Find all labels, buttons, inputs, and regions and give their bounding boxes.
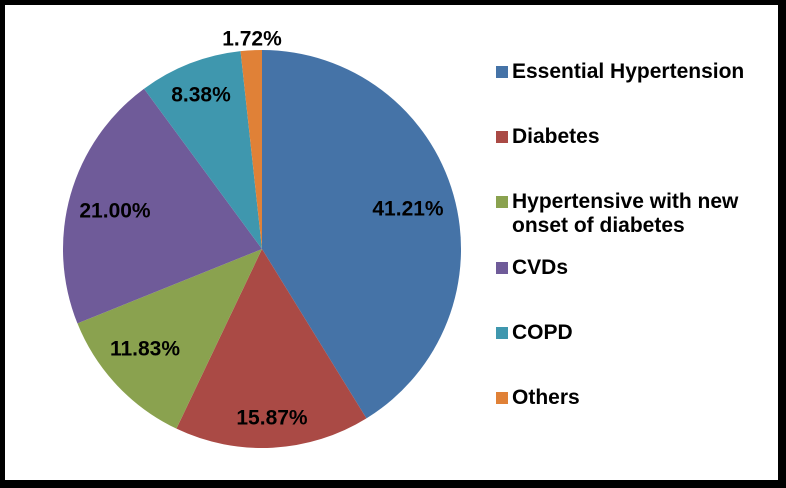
legend-swatch-icon — [496, 392, 508, 404]
slice-label-hypertensive-with-new-onset-of-diabetes: 11.83% — [110, 338, 180, 361]
legend-swatch-icon — [496, 262, 508, 274]
pie-slice-diabetes — [176, 249, 367, 449]
legend: Essential Hypertension Diabetes Hypertensi… — [496, 0, 768, 488]
legend-item-others: Others — [496, 386, 580, 410]
slice-label-copd: 8.38% — [171, 84, 231, 107]
legend-item-label: Hypertensive with new onset of diabetes — [512, 190, 739, 237]
legend-item-label: COPD — [512, 321, 573, 344]
legend-item-label: Others — [512, 386, 580, 409]
legend-item-cvds: CVDs — [496, 256, 568, 280]
legend-item-label: Essential Hypertension — [512, 60, 745, 83]
slice-label-essential-hypertension: 41.21% — [372, 198, 444, 221]
slice-label-cvds: 21.00% — [79, 200, 151, 223]
legend-item-label: Diabetes — [512, 125, 600, 148]
slice-label-diabetes: 15.87% — [236, 407, 308, 430]
legend-item-diabetes: Diabetes — [496, 125, 600, 149]
slice-label-others: 1.72% — [222, 28, 282, 51]
legend-item-copd: COPD — [496, 321, 573, 345]
pie-slice-cvds — [62, 88, 262, 324]
legend-swatch-icon — [496, 327, 508, 339]
pie-slice-copd — [144, 51, 262, 249]
pie-slice-essential-hypertension — [262, 49, 462, 419]
legend-item-hypertensive-with-new-onset-of-diabetes: Hypertensive with new onset of diabetes — [496, 190, 762, 238]
pie-slice-others — [240, 50, 262, 249]
legend-swatch-icon — [496, 66, 508, 78]
legend-item-label: CVDs — [512, 256, 569, 279]
pie-slice-hypertensive-with-new-onset-of-diabetes — [77, 249, 262, 429]
legend-swatch-icon — [496, 131, 508, 143]
legend-item-essential-hypertension: Essential Hypertension — [496, 60, 744, 84]
legend-swatch-icon — [496, 196, 508, 208]
